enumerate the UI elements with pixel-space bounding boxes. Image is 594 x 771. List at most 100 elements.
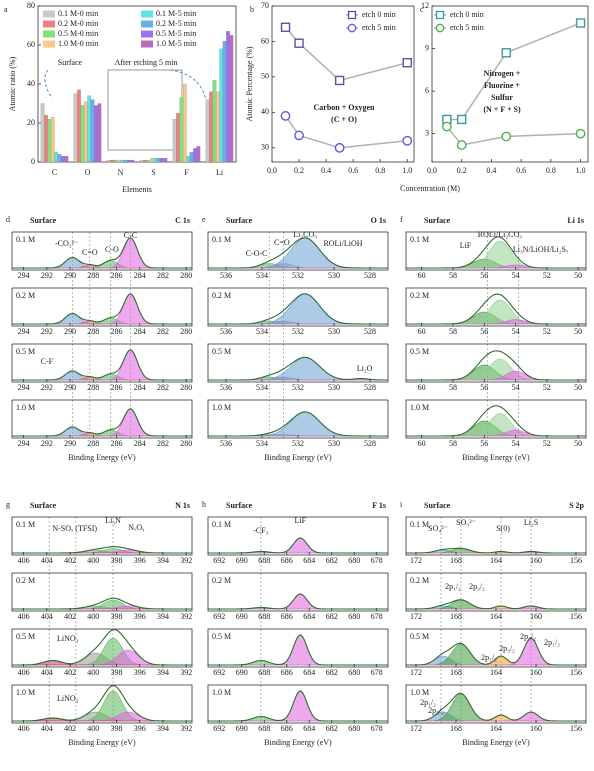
y-tick-label: 12 <box>421 1 429 10</box>
x-tick-label: 530 <box>328 327 340 336</box>
x-tick-label: 290 <box>64 271 76 280</box>
bar <box>226 31 230 163</box>
bar <box>163 158 168 163</box>
x-tick-label: 530 <box>328 271 340 280</box>
x-tick-label: 292 <box>41 439 53 448</box>
legend-label: 0.1 M-0 min <box>58 9 98 18</box>
bar <box>153 158 158 163</box>
x-axis-label: Binding Energy (eV) <box>462 738 530 747</box>
row-label: 0.5 M <box>410 347 429 356</box>
x-tick-label: 690 <box>236 612 248 621</box>
x-tick-label: 60 <box>418 271 426 280</box>
x-tick-label: 0.8 <box>375 166 385 175</box>
x-tick-label: 58 <box>449 383 457 392</box>
x-tick-label: 396 <box>134 556 146 565</box>
bar <box>90 99 95 163</box>
x-tick-label: 284 <box>134 327 146 336</box>
envelope <box>406 236 586 269</box>
row-frame <box>207 628 389 668</box>
row-label: 1.0 M <box>16 403 35 412</box>
peak-component <box>208 690 388 722</box>
row-frame <box>11 628 193 668</box>
row-label: 0.1 M <box>410 520 429 529</box>
x-tick-label: 536 <box>220 271 232 280</box>
x-tick-label: 60 <box>418 327 426 336</box>
legend-swatch <box>141 10 153 18</box>
x-tick-label: 56 <box>480 327 488 336</box>
envelope <box>406 692 586 722</box>
marker <box>402 135 413 146</box>
marker <box>280 22 291 32</box>
x-tick-label: 280 <box>180 271 192 280</box>
x-tick-label: 404 <box>41 556 53 565</box>
x-tick-label: 156 <box>570 724 582 733</box>
legend-swatch <box>43 30 55 38</box>
panel-label: Surface <box>424 501 451 510</box>
y-tick-label: 3 <box>425 128 429 137</box>
row-label: 0.2 M <box>410 576 429 585</box>
peak-component <box>12 637 192 666</box>
x-tick-label: 690 <box>236 668 248 677</box>
x-tick-label: 686 <box>281 724 293 733</box>
x-tick-label: 290 <box>64 439 76 448</box>
x-tick-label: 288 <box>87 271 99 280</box>
arrow <box>44 69 53 99</box>
x-tick-label: 284 <box>134 271 146 280</box>
legend-swatch <box>43 40 55 48</box>
bar <box>47 118 52 163</box>
panel-title: S 2p <box>569 501 584 510</box>
row-label: 0.5 M <box>212 347 231 356</box>
row-frame <box>11 399 193 439</box>
row-frame <box>405 231 587 271</box>
panel-title: N 1s <box>175 501 190 510</box>
x-tick-label: 686 <box>281 612 293 621</box>
x-tick-label: 292 <box>41 327 53 336</box>
peak-component <box>208 634 388 666</box>
peak-annotation: C-O-C <box>246 249 268 258</box>
series-line <box>284 115 408 149</box>
x-tick-label: 52 <box>543 439 551 448</box>
x-tick-label: 164 <box>490 668 502 677</box>
peak-annotation: Li₃N <box>105 516 121 525</box>
peak-component <box>12 690 192 722</box>
peak-annotation: LiF <box>460 241 472 250</box>
x-axis-label: Binding Energy (eV) <box>68 738 136 747</box>
x-tick-label: 392 <box>180 612 192 621</box>
x-tick-label: 56 <box>480 271 488 280</box>
peak-annotation: LiNO₃ <box>57 634 79 643</box>
x-tick-label: 688 <box>258 612 270 621</box>
x-tick-label: 396 <box>134 612 146 621</box>
x-tick-label: 684 <box>303 724 315 733</box>
x-tick-label: 294 <box>18 383 30 392</box>
x-tick-label: 404 <box>41 612 53 621</box>
x-tick-label: 0.4 <box>486 166 496 175</box>
x-tick-label: 536 <box>220 383 232 392</box>
panel-letter: d <box>6 215 10 224</box>
row-label: 0.1 M <box>212 520 231 529</box>
x-axis-label: Binding Energy (eV) <box>462 453 530 462</box>
x-tick-label: S <box>151 168 155 177</box>
x-tick-label: 58 <box>449 271 457 280</box>
bar <box>172 118 177 163</box>
peak-annotation: C-F <box>41 357 54 366</box>
x-tick-label: 52 <box>543 383 551 392</box>
x-axis-label: Concentration (M) <box>400 184 460 193</box>
legend-label: 0.1 M-5 min <box>156 9 196 18</box>
bar <box>80 105 85 163</box>
bar <box>44 115 48 163</box>
x-tick-label: 282 <box>157 439 169 448</box>
row-frame <box>11 684 193 724</box>
panel-title: Li 1s <box>567 216 584 225</box>
x-tick-label: C <box>52 168 57 177</box>
row-label: 0.2 M <box>212 291 231 300</box>
legend-label: 0.5 M-5 min <box>156 29 196 38</box>
envelope <box>12 349 192 381</box>
legend-label: etch 5 min <box>450 23 484 32</box>
x-tick-label: 680 <box>348 724 360 733</box>
legend-label: 1.0 M-5 min <box>156 39 196 48</box>
x-axis-label: Binding Energy (eV) <box>264 738 332 747</box>
x-tick-label: 398 <box>111 724 123 733</box>
panel-title: C 1s <box>175 216 190 225</box>
x-tick-label: 50 <box>574 383 582 392</box>
bar <box>146 159 151 163</box>
